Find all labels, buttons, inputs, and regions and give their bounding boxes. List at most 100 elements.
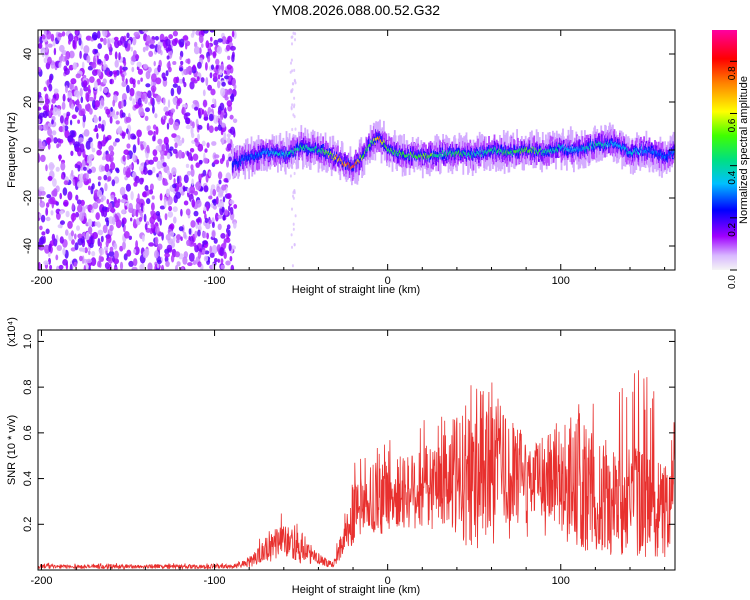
noise-speckle [91,61,97,69]
noise-speckle [142,166,146,173]
noise-speckle [223,251,227,259]
noise-speckle [114,138,120,143]
snr-y-tick-label: 0.6 [22,425,34,440]
noise-speckle [179,38,185,48]
noise-speckle [169,231,175,237]
spectrogram-x-tick-label: -100 [204,275,226,287]
noise-speckle [132,153,136,162]
noise-speckle [116,168,120,174]
signal-cell [258,154,261,170]
noise-speckle [97,143,102,149]
noise-speckle [60,174,65,180]
noise-speckle [175,104,179,110]
noise-speckle [110,194,115,200]
noise-speckle [133,218,137,226]
noise-speckle [91,183,95,190]
noise-speckle [121,93,127,102]
noise-speckle [219,247,225,257]
noise-speckle [157,138,163,145]
noise-speckle [193,242,197,248]
noise-speckle [185,163,190,168]
noise-speckle [114,59,119,68]
noise-speckle [101,156,106,161]
noise-speckle [97,43,102,50]
noise-speckle [180,236,183,241]
noise-speckle [149,39,156,45]
noise-speckle [101,124,105,132]
noise-speckle [119,65,123,75]
noise-speckle [47,127,53,137]
noise-speckle [202,99,208,108]
noise-speckle [126,84,130,94]
noise-speckle [213,160,220,165]
noise-speckle [79,255,83,262]
noise-speckle [138,216,143,222]
noise-speckle [206,232,210,240]
noise-speckle [179,67,184,72]
noise-speckle [157,243,163,250]
noise-speckle [182,35,189,41]
noise-speckle [97,69,102,77]
noise-speckle [208,171,212,177]
noise-speckle [133,181,138,187]
noise-speckle [204,250,210,255]
noise-speckle [230,206,234,215]
noise-speckle [152,81,157,86]
noise-speckle [140,111,145,116]
noise-speckle [72,138,75,146]
noise-speckle [84,247,88,254]
noise-speckle [100,97,105,106]
noise-speckle [42,141,46,150]
noise-speckle [81,61,85,71]
noise-speckle [88,185,91,191]
noise-speckle [90,257,97,267]
noise-speckle [191,132,195,139]
noise-speckle [146,144,150,154]
noise-speckle [97,123,102,129]
noise-speckle [209,72,213,79]
noise-speckle [106,219,110,227]
noise-speckle [165,234,171,241]
noise-speckle [104,182,108,192]
noise-speckle [136,129,142,138]
noise-speckle [82,114,87,123]
noise-speckle [53,137,58,144]
noise-speckle [165,188,170,198]
noise-speckle [63,199,69,207]
noise-speckle [225,237,231,243]
noise-speckle [200,77,205,83]
noise-speckle [165,70,169,77]
spectrogram-y-tick-label: 0 [22,147,34,153]
noise-speckle [217,171,223,180]
noise-speckle [40,47,46,55]
signal-cell [581,136,584,151]
noise-speckle [232,118,238,124]
noise-speckle [192,153,199,161]
noise-speckle [105,153,111,162]
noise-speckle [77,204,83,213]
noise-speckle [293,103,296,107]
snr-x-tick-label: 0 [385,575,391,587]
noise-speckle [182,77,185,84]
noise-speckle [226,89,233,95]
noise-speckle [136,61,142,68]
noise-speckle [113,250,119,259]
noise-speckle [122,154,126,162]
colorbar-ticks: 0.0 0.2 0.4 0.6 0.8 [727,60,738,289]
noise-speckle [163,115,167,121]
noise-speckle [65,210,70,218]
signal-cell [256,156,259,171]
noise-speckle [90,235,93,245]
noise-speckle [133,31,140,37]
noise-speckle [175,265,178,270]
noise-speckle [148,50,154,58]
noise-speckle [74,163,79,169]
noise-speckle [67,191,73,201]
noise-speckle [49,264,53,270]
noise-speckle [219,69,223,76]
noise-speckle [204,148,208,153]
noise-speckle [49,196,56,204]
colorbar-tick-label: 0.6 [727,118,738,132]
noise-speckle [217,258,220,263]
noise-speckle [113,36,119,41]
